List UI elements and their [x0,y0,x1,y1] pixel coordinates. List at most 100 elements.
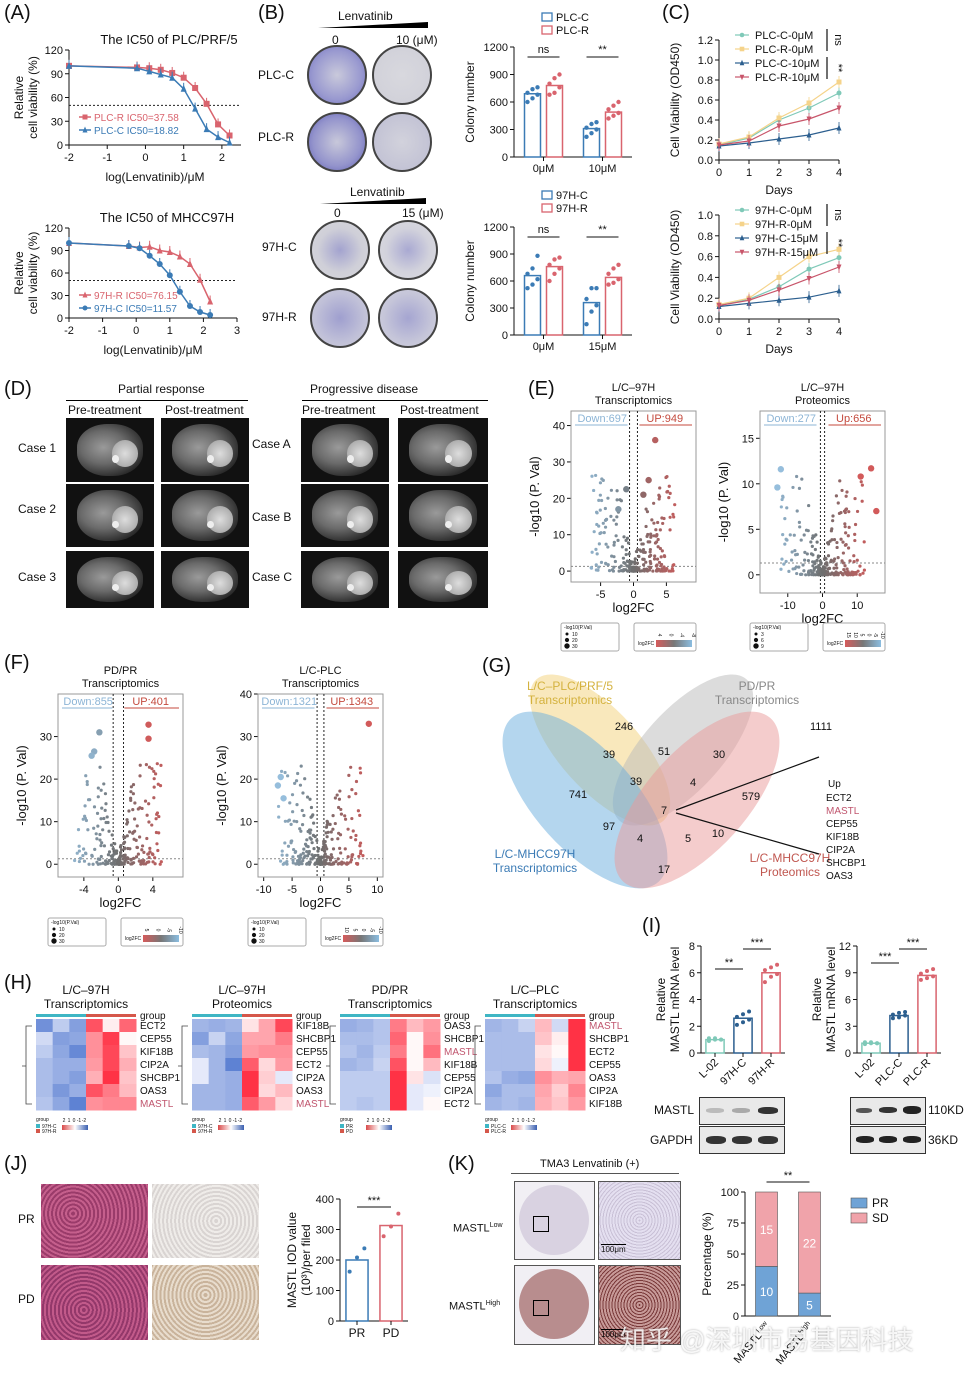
volcano-point [338,789,342,793]
legend-label: 97H-C IC50=11.57 [94,304,177,315]
volcano-point [130,862,134,866]
volcano-point [858,573,862,577]
size-legend-value: 10 [259,927,265,933]
volcano-point [302,847,306,851]
heatmap-row-label: CEP55 [296,1047,328,1058]
volcano-point [349,858,354,862]
volcano-point [136,852,141,856]
volcano-point [117,857,121,861]
legend-label: PLC-C IC50=18.82 [94,126,179,137]
heatmap-row-label: CIP2A [296,1073,325,1084]
volcano-point [662,554,666,558]
group-bar [242,1014,292,1017]
volcano-point [86,798,91,802]
scale-tick: 1 [517,1118,520,1124]
scale-tick: 1 [68,1118,71,1124]
data-point [806,116,812,123]
volcano-point [843,570,847,574]
volcano-point [660,549,664,553]
volcano-point [291,858,295,862]
size-legend [47,917,107,947]
segment-count-label: 5 [806,1299,813,1313]
volcano-point [138,806,142,810]
volcano-point [95,860,99,864]
volcano-point [595,522,599,527]
volcano-point [622,561,626,565]
data-point [776,274,782,280]
scale-tick: -1 [233,1118,238,1124]
size-legend-dot [51,932,57,938]
volcano-point [91,862,95,866]
axes-C2: 0.0 0.2 0.4 0.6 0.8 1.0 0 1 2 3 4 Cell Viability (O… [668,210,842,356]
axes-A2: 0 30 60 90 120 -2 -1 0 1 2 3 log(Lenvatinib)/μM [45,223,240,357]
volcano-point [361,853,365,858]
volcano-point [647,568,652,572]
volcano-point [803,558,807,562]
y-tick-label: 3 [845,1021,851,1033]
volcano-point [661,521,665,526]
volcano-point [126,860,130,865]
volcano-point [841,551,845,555]
volcano-point-highlight [777,466,785,473]
data-point [207,297,214,305]
data-point [746,138,752,145]
panel-label-a: (A) [4,2,31,24]
heatmap-subtitle: Transcriptomics [493,997,577,1011]
heatmap-cell [52,1097,70,1111]
volcano-point [277,815,281,819]
heatmap-cell [518,1032,536,1046]
heatmap-cell [275,1045,293,1059]
mini-legend-label: PD [346,1129,353,1135]
heatmap-cell [568,1071,586,1085]
size-legend-dot [754,632,758,636]
volcano-point-highlight [277,773,284,781]
x-tick-label: 1 [167,325,173,337]
volcano-point [835,545,839,550]
x-tick-label: -5 [287,884,297,896]
y-tick-label: 9 [845,968,851,980]
volcano-point [96,795,100,799]
heatmap-cell [52,1071,70,1085]
colony-dish [310,288,370,348]
y-tick-label: 0 [246,859,252,871]
volcano-point [839,510,843,515]
y-tick-label: 50 [727,1249,739,1261]
volcano-point [99,844,103,848]
panel-label-d: (D) [4,378,32,400]
volcano-point [123,853,127,857]
x-tick-label: 0 [133,325,139,337]
volcano-point [862,568,866,572]
column-header: Pre-treatment [302,403,376,417]
data-point [180,74,187,81]
scale-tick: 2 [512,1118,515,1124]
mini-legend-label: 97H-C [42,1124,57,1130]
volcano-point [349,765,353,769]
volcano-point [140,848,144,852]
data-point [806,131,812,138]
volcano-point [844,507,849,511]
volcano-point [811,564,815,568]
volcano-point [125,818,129,822]
y-tick-label: 0.0 [698,155,713,167]
volcano-point [98,832,102,837]
heatmap-row-label: MASTL [589,1021,623,1032]
heatmap-cell [69,1045,87,1059]
volcano-point [852,560,856,564]
stacked-bar-segment [755,1191,778,1267]
mri-scan [66,484,154,547]
volcano-point [102,782,106,786]
data-point [747,1017,752,1022]
panel-label-g: (G) [482,655,511,677]
heatmap-cell [485,1045,503,1059]
dendrogram [178,1025,188,1105]
volcano-point [795,474,799,479]
heatmap-cell [340,1058,358,1072]
legend-label: PR [872,1196,889,1210]
heatmap-cell [518,1084,536,1098]
chart-subtitle: Transcriptomics [595,395,673,407]
volcano-point [291,855,295,859]
volcano-point-highlight [857,473,864,480]
volcano-point [283,770,287,775]
group-bar [535,1014,585,1017]
volcano-point [656,537,660,542]
